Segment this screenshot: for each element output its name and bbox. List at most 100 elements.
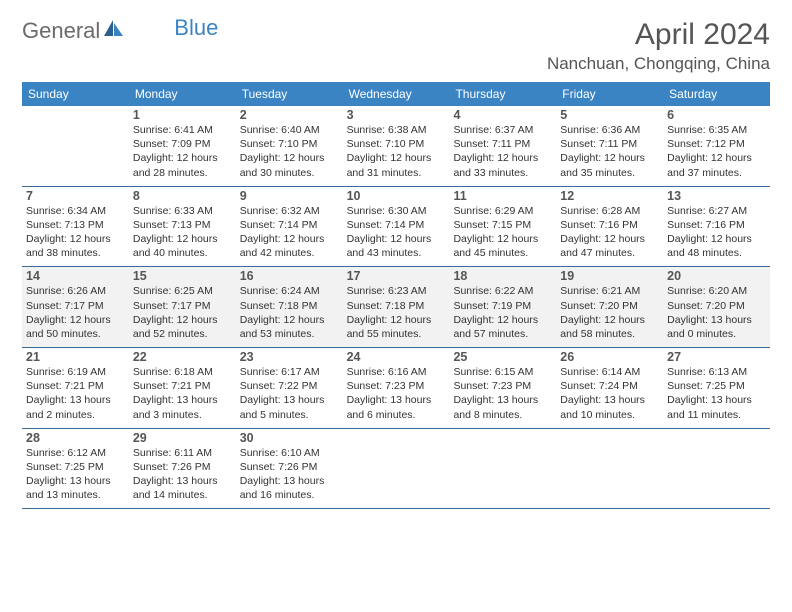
day-number: 13 — [667, 189, 766, 203]
calendar: SundayMondayTuesdayWednesdayThursdayFrid… — [22, 82, 770, 509]
day-cell: 6Sunrise: 6:35 AMSunset: 7:12 PMDaylight… — [663, 106, 770, 186]
day-cell: 14Sunrise: 6:26 AMSunset: 7:17 PMDayligh… — [22, 267, 129, 347]
day-cell: 4Sunrise: 6:37 AMSunset: 7:11 PMDaylight… — [449, 106, 556, 186]
day-number: 25 — [453, 350, 552, 364]
day-info: Sunrise: 6:41 AMSunset: 7:09 PMDaylight:… — [133, 123, 232, 180]
day-info: Sunrise: 6:10 AMSunset: 7:26 PMDaylight:… — [240, 446, 339, 503]
day-info: Sunrise: 6:28 AMSunset: 7:16 PMDaylight:… — [560, 204, 659, 261]
day-number: 19 — [560, 269, 659, 283]
day-info: Sunrise: 6:32 AMSunset: 7:14 PMDaylight:… — [240, 204, 339, 261]
day-number: 5 — [560, 108, 659, 122]
calendar-body: 1Sunrise: 6:41 AMSunset: 7:09 PMDaylight… — [22, 106, 770, 509]
day-number: 24 — [347, 350, 446, 364]
day-cell: 2Sunrise: 6:40 AMSunset: 7:10 PMDaylight… — [236, 106, 343, 186]
day-number: 4 — [453, 108, 552, 122]
day-info: Sunrise: 6:19 AMSunset: 7:21 PMDaylight:… — [26, 365, 125, 422]
day-cell — [556, 429, 663, 509]
day-number: 7 — [26, 189, 125, 203]
day-number: 28 — [26, 431, 125, 445]
day-cell — [449, 429, 556, 509]
day-info: Sunrise: 6:20 AMSunset: 7:20 PMDaylight:… — [667, 284, 766, 341]
page-header: General Blue April 2024 Nanchuan, Chongq… — [22, 18, 770, 74]
day-info: Sunrise: 6:37 AMSunset: 7:11 PMDaylight:… — [453, 123, 552, 180]
day-cell: 3Sunrise: 6:38 AMSunset: 7:10 PMDaylight… — [343, 106, 450, 186]
week-row: 14Sunrise: 6:26 AMSunset: 7:17 PMDayligh… — [22, 267, 770, 348]
day-cell: 13Sunrise: 6:27 AMSunset: 7:16 PMDayligh… — [663, 187, 770, 267]
day-cell: 9Sunrise: 6:32 AMSunset: 7:14 PMDaylight… — [236, 187, 343, 267]
day-info: Sunrise: 6:16 AMSunset: 7:23 PMDaylight:… — [347, 365, 446, 422]
day-number: 16 — [240, 269, 339, 283]
day-info: Sunrise: 6:26 AMSunset: 7:17 PMDaylight:… — [26, 284, 125, 341]
day-number: 12 — [560, 189, 659, 203]
day-cell — [22, 106, 129, 186]
logo-sail-icon — [104, 20, 124, 43]
day-header-row: SundayMondayTuesdayWednesdayThursdayFrid… — [22, 82, 770, 106]
day-cell: 8Sunrise: 6:33 AMSunset: 7:13 PMDaylight… — [129, 187, 236, 267]
day-header: Friday — [556, 82, 663, 106]
day-info: Sunrise: 6:23 AMSunset: 7:18 PMDaylight:… — [347, 284, 446, 341]
logo: General Blue — [22, 18, 218, 44]
day-info: Sunrise: 6:11 AMSunset: 7:26 PMDaylight:… — [133, 446, 232, 503]
day-info: Sunrise: 6:21 AMSunset: 7:20 PMDaylight:… — [560, 284, 659, 341]
day-cell: 16Sunrise: 6:24 AMSunset: 7:18 PMDayligh… — [236, 267, 343, 347]
day-info: Sunrise: 6:29 AMSunset: 7:15 PMDaylight:… — [453, 204, 552, 261]
day-info: Sunrise: 6:12 AMSunset: 7:25 PMDaylight:… — [26, 446, 125, 503]
day-info: Sunrise: 6:40 AMSunset: 7:10 PMDaylight:… — [240, 123, 339, 180]
day-number: 17 — [347, 269, 446, 283]
week-row: 1Sunrise: 6:41 AMSunset: 7:09 PMDaylight… — [22, 106, 770, 187]
day-header: Wednesday — [343, 82, 450, 106]
day-info: Sunrise: 6:27 AMSunset: 7:16 PMDaylight:… — [667, 204, 766, 261]
day-number: 22 — [133, 350, 232, 364]
month-title: April 2024 — [547, 18, 770, 52]
day-cell: 24Sunrise: 6:16 AMSunset: 7:23 PMDayligh… — [343, 348, 450, 428]
week-row: 7Sunrise: 6:34 AMSunset: 7:13 PMDaylight… — [22, 187, 770, 268]
day-number: 1 — [133, 108, 232, 122]
day-number: 2 — [240, 108, 339, 122]
day-number: 26 — [560, 350, 659, 364]
week-row: 21Sunrise: 6:19 AMSunset: 7:21 PMDayligh… — [22, 348, 770, 429]
day-cell — [343, 429, 450, 509]
location-label: Nanchuan, Chongqing, China — [547, 54, 770, 74]
day-number: 20 — [667, 269, 766, 283]
day-cell: 22Sunrise: 6:18 AMSunset: 7:21 PMDayligh… — [129, 348, 236, 428]
week-row: 28Sunrise: 6:12 AMSunset: 7:25 PMDayligh… — [22, 429, 770, 510]
day-cell: 7Sunrise: 6:34 AMSunset: 7:13 PMDaylight… — [22, 187, 129, 267]
day-cell: 18Sunrise: 6:22 AMSunset: 7:19 PMDayligh… — [449, 267, 556, 347]
day-info: Sunrise: 6:36 AMSunset: 7:11 PMDaylight:… — [560, 123, 659, 180]
day-cell: 10Sunrise: 6:30 AMSunset: 7:14 PMDayligh… — [343, 187, 450, 267]
day-info: Sunrise: 6:17 AMSunset: 7:22 PMDaylight:… — [240, 365, 339, 422]
day-number: 9 — [240, 189, 339, 203]
day-number: 6 — [667, 108, 766, 122]
day-cell: 29Sunrise: 6:11 AMSunset: 7:26 PMDayligh… — [129, 429, 236, 509]
day-number: 29 — [133, 431, 232, 445]
day-info: Sunrise: 6:22 AMSunset: 7:19 PMDaylight:… — [453, 284, 552, 341]
day-info: Sunrise: 6:15 AMSunset: 7:23 PMDaylight:… — [453, 365, 552, 422]
day-cell: 17Sunrise: 6:23 AMSunset: 7:18 PMDayligh… — [343, 267, 450, 347]
logo-text-2: Blue — [174, 15, 218, 41]
day-info: Sunrise: 6:33 AMSunset: 7:13 PMDaylight:… — [133, 204, 232, 261]
day-cell: 25Sunrise: 6:15 AMSunset: 7:23 PMDayligh… — [449, 348, 556, 428]
day-cell: 12Sunrise: 6:28 AMSunset: 7:16 PMDayligh… — [556, 187, 663, 267]
day-number: 15 — [133, 269, 232, 283]
day-number: 3 — [347, 108, 446, 122]
day-info: Sunrise: 6:25 AMSunset: 7:17 PMDaylight:… — [133, 284, 232, 341]
day-info: Sunrise: 6:13 AMSunset: 7:25 PMDaylight:… — [667, 365, 766, 422]
day-info: Sunrise: 6:34 AMSunset: 7:13 PMDaylight:… — [26, 204, 125, 261]
day-cell: 21Sunrise: 6:19 AMSunset: 7:21 PMDayligh… — [22, 348, 129, 428]
day-number: 10 — [347, 189, 446, 203]
day-info: Sunrise: 6:38 AMSunset: 7:10 PMDaylight:… — [347, 123, 446, 180]
day-cell: 15Sunrise: 6:25 AMSunset: 7:17 PMDayligh… — [129, 267, 236, 347]
day-cell — [663, 429, 770, 509]
day-cell: 27Sunrise: 6:13 AMSunset: 7:25 PMDayligh… — [663, 348, 770, 428]
day-number: 8 — [133, 189, 232, 203]
day-header: Saturday — [663, 82, 770, 106]
day-header: Sunday — [22, 82, 129, 106]
day-info: Sunrise: 6:35 AMSunset: 7:12 PMDaylight:… — [667, 123, 766, 180]
day-number: 21 — [26, 350, 125, 364]
day-info: Sunrise: 6:18 AMSunset: 7:21 PMDaylight:… — [133, 365, 232, 422]
day-header: Monday — [129, 82, 236, 106]
logo-text-1: General — [22, 18, 100, 44]
day-number: 14 — [26, 269, 125, 283]
day-cell: 11Sunrise: 6:29 AMSunset: 7:15 PMDayligh… — [449, 187, 556, 267]
day-header: Thursday — [449, 82, 556, 106]
